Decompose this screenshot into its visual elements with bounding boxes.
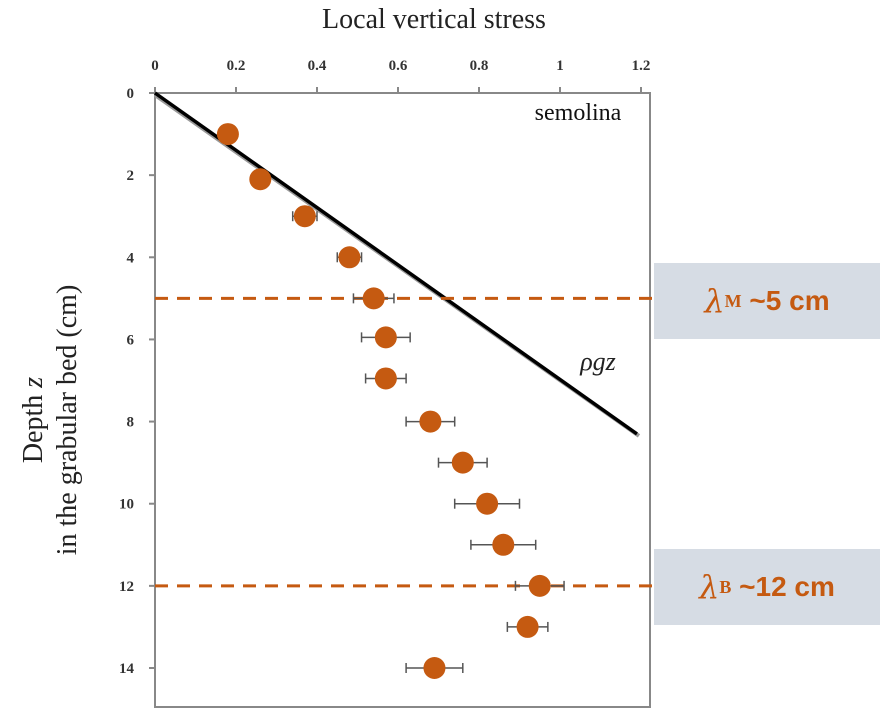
lambda-b-symbol: λ <box>699 568 720 606</box>
data-point <box>338 246 361 269</box>
lambda-m-symbol: λ <box>704 282 725 320</box>
data-point <box>516 615 539 638</box>
data-point <box>249 168 272 191</box>
lambda-b-subscript: B <box>719 576 732 597</box>
lambda-m-value: ~5 cm <box>741 285 830 316</box>
y-tick-label: 0 <box>127 86 135 102</box>
reference-line-rho-g-z <box>153 91 638 436</box>
data-point <box>423 657 446 679</box>
x-tick-label: 0.2 <box>227 58 246 74</box>
x-tick-label: 0.4 <box>308 58 327 74</box>
data-point <box>374 367 397 390</box>
data-point <box>216 123 239 146</box>
y-tick-label: 4 <box>127 250 135 266</box>
data-point <box>362 287 385 310</box>
data-point <box>492 533 515 556</box>
x-tick-label: 0.8 <box>470 58 489 74</box>
data-point <box>476 492 499 515</box>
y-tick-label: 2 <box>127 168 135 184</box>
x-axis-title: Local vertical stress <box>322 4 546 35</box>
plot-frame <box>154 92 651 708</box>
data-point <box>419 410 442 433</box>
panel-label-semolina: semolina <box>535 100 622 126</box>
reference-line-label-rest: gz <box>593 347 616 376</box>
y-tick-label: 10 <box>119 497 134 513</box>
x-tick-label: 0 <box>151 58 159 74</box>
y-tick-label: 8 <box>127 415 135 431</box>
x-tick-label: 0.6 <box>389 58 408 74</box>
reference-line-label-rho: ρ <box>579 347 592 376</box>
data-point <box>451 451 474 474</box>
data-point <box>374 326 397 349</box>
y-tick-label: 6 <box>127 332 135 348</box>
reference-line-label: ρgz <box>579 347 616 376</box>
data-point <box>293 205 316 228</box>
lambda-b-value: ~12 cm <box>731 571 835 602</box>
y-tick-label: 12 <box>119 579 134 595</box>
y-tick-label: 14 <box>119 661 135 677</box>
lambda-m-subscript: M <box>724 290 742 311</box>
data-point <box>528 574 551 597</box>
x-tick-label: 1 <box>556 58 564 74</box>
x-tick-label: 1.2 <box>632 58 651 74</box>
